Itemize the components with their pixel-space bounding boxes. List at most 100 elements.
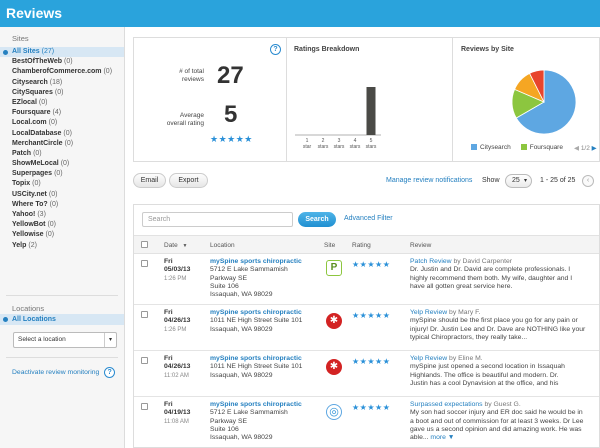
legend-swatch [520, 144, 527, 150]
site-count: (0) [54, 88, 64, 96]
review-cell: Patch Review by David Carpenter Dr. Just… [410, 258, 572, 291]
deactivate-monitoring-link[interactable]: Deactivate review monitoring ? [12, 367, 116, 378]
row-date: 04/26/13 [164, 363, 191, 371]
table-row[interactable]: Fri 04/26/13 11:02 AM mySpine sports chi… [134, 351, 599, 397]
email-button[interactable]: Email [133, 173, 166, 188]
date-cell: Fri 05/03/13 1:26 PM [164, 258, 190, 283]
sidebar-item-site[interactable]: USCity.net (0) [0, 190, 124, 200]
site-name: Yelp [12, 241, 27, 249]
business-link[interactable]: mySpine sports chiropractic [210, 355, 302, 362]
column-date-label: Date [164, 242, 178, 249]
review-text: Highlands. The office is beautiful and m… [410, 371, 559, 379]
table-header: Date ▼ Location Site Rating Review [134, 235, 599, 254]
row-checkbox[interactable] [141, 260, 148, 267]
help-icon[interactable]: ? [270, 44, 281, 55]
more-link[interactable]: more ▼ [430, 434, 455, 442]
site-count: (2) [28, 241, 37, 249]
average-rating-value: 5 [224, 101, 238, 128]
review-text: typical Chiropractors, they really take.… [410, 333, 528, 341]
business-link[interactable]: mySpine sports chiropractic [210, 401, 302, 408]
sidebar-item-site[interactable]: Citysearch (18) [0, 78, 124, 88]
manage-notifications-link[interactable]: Manage review notifications [386, 177, 473, 184]
divider [6, 295, 118, 296]
search-input[interactable]: Search [142, 212, 293, 227]
tick-label: star [303, 144, 312, 150]
sidebar-item-site[interactable]: BestOfTheWeb (0) [0, 57, 124, 67]
patch-icon: P [326, 260, 342, 276]
sidebar-item-site[interactable]: MerchantCircle (0) [0, 139, 124, 149]
sidebar-item-site[interactable]: Yahoo! (3) [0, 210, 124, 220]
sidebar-item-site[interactable]: Patch (0) [0, 149, 124, 159]
help-icon[interactable]: ? [104, 367, 116, 378]
page-size-select[interactable]: 25 ▾ [505, 174, 532, 188]
deactivate-label: Deactivate review monitoring [12, 369, 100, 376]
review-title-link[interactable]: Yelp Review [410, 355, 448, 362]
table-row[interactable]: Fri 04/19/13 11:08 AM mySpine sports chi… [134, 397, 599, 447]
rating-stars: ★★★★★ [352, 311, 391, 320]
tick-label: 2 [322, 138, 325, 144]
advanced-filter-link[interactable]: Advanced Filter [344, 215, 393, 222]
sidebar-item-site[interactable]: Yellowise (0) [0, 230, 124, 240]
site-count: (0) [63, 129, 72, 137]
all-locations-item[interactable]: All Locations [0, 314, 124, 325]
review-title-link[interactable]: Surpassed expectations [410, 401, 483, 408]
column-date[interactable]: Date ▼ [164, 242, 188, 249]
average-rating-stars: ★★★★★ [210, 134, 253, 144]
sidebar-item-site[interactable]: Where To? (0) [0, 200, 124, 210]
site-name: Superpages [12, 170, 53, 178]
row-time: 1:26 PM [164, 326, 187, 333]
review-text: gave us a second opinion and did amazing… [410, 425, 582, 433]
sidebar-item-site[interactable]: EZlocal (0) [0, 98, 124, 108]
legend-prev-icon[interactable]: ◀ [574, 145, 579, 152]
review-author: by Eline M. [449, 355, 483, 362]
sidebar-item-site[interactable]: LocalDatabase (0) [0, 129, 124, 139]
tick-label: stars [334, 144, 345, 150]
review-title-link[interactable]: Patch Review [410, 258, 452, 265]
review-author: by Guest G. [484, 401, 521, 408]
page-title: Reviews [6, 5, 63, 21]
search-button[interactable]: Search [298, 212, 336, 227]
sidebar-item-site[interactable]: Yelp (2) [0, 241, 124, 251]
legend-next-icon[interactable]: ▶ [591, 145, 597, 152]
address-line: Issaquah, WA 98029 [210, 434, 273, 442]
review-title-link[interactable]: Yelp Review [410, 309, 448, 316]
site-count: (0) [45, 231, 55, 239]
page-size-value: 25 [512, 177, 520, 184]
site-count: (0) [60, 160, 70, 168]
avg-label-line1: Average [179, 112, 204, 119]
row-checkbox[interactable] [141, 403, 148, 410]
results-range: 1 - 25 of 25 [540, 177, 576, 184]
row-checkbox[interactable] [141, 311, 148, 318]
review-text: highly recommend them both. My wife, dau… [410, 274, 573, 282]
location-select[interactable]: Select a location ▾ [13, 332, 117, 348]
legend-pager[interactable]: ◀ 1/2 ▶ [574, 144, 597, 152]
row-date: 04/26/13 [164, 317, 191, 325]
review-text: a boot and out of commission for at leas… [410, 417, 584, 425]
divider [286, 38, 287, 161]
sidebar-item-site[interactable]: ShowMeLocal (0) [0, 159, 124, 169]
sidebar-item-site[interactable]: Superpages (0) [0, 169, 124, 179]
table-row[interactable]: Fri 04/26/13 1:26 PM mySpine sports chir… [134, 305, 599, 351]
site-count: (0) [64, 139, 74, 147]
site-count: (0) [64, 58, 73, 66]
select-all-checkbox[interactable] [141, 241, 148, 248]
rating-stars: ★★★★★ [352, 357, 391, 366]
row-time: 1:26 PM [164, 275, 187, 282]
business-link[interactable]: mySpine sports chiropractic [210, 258, 302, 265]
sidebar-item-site[interactable]: ChamberofCommerce.com (0) [0, 67, 124, 77]
sidebar-item-site[interactable]: Foursquare (4) [0, 108, 124, 118]
rating-stars: ★★★★★ [352, 403, 391, 412]
business-link[interactable]: mySpine sports chiropractic [210, 309, 302, 316]
sidebar-item-site[interactable]: CitySquares (0) [0, 88, 124, 98]
sidebar-item-site[interactable]: YellowBot (0) [0, 220, 124, 230]
sidebar-item-site[interactable]: All Sites (27) [0, 47, 124, 58]
row-checkbox[interactable] [141, 357, 148, 364]
site-name: Topix [12, 180, 31, 188]
prev-page-icon[interactable]: ‹ [582, 175, 594, 187]
table-row[interactable]: Fri 05/03/13 1:26 PM mySpine sports chir… [134, 254, 599, 305]
summary-panels: ? # of total reviews 27 Average overall … [133, 37, 600, 162]
column-rating: Rating [352, 242, 371, 249]
sidebar-item-site[interactable]: Local.com (0) [0, 118, 124, 128]
sidebar-item-site[interactable]: Topix (0) [0, 179, 124, 189]
export-button[interactable]: Export [169, 173, 208, 188]
